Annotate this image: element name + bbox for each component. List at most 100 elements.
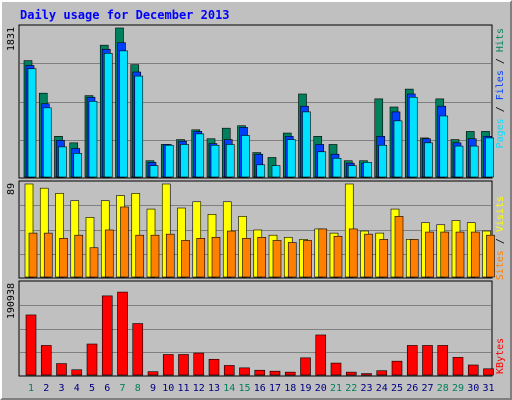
bar-kbytes (132, 323, 144, 376)
bar-kbytes (406, 345, 418, 376)
kbytes-max-label: 190938 (6, 283, 17, 319)
bar-kbytes (284, 371, 296, 376)
legend-part: Sites (495, 250, 506, 280)
bar-sites (379, 239, 389, 278)
legend-middle: Sites / Visits (495, 196, 506, 280)
day-label: 15 (238, 383, 250, 394)
bar-pages (408, 96, 418, 178)
bar-sites (486, 234, 495, 278)
legend-part: Visits (495, 196, 506, 232)
day-label: 30 (467, 383, 479, 394)
bar-kbytes (422, 345, 433, 376)
bar-pages (454, 145, 464, 178)
day-label: 25 (391, 383, 403, 394)
bar-sites (43, 232, 53, 278)
day-label: 19 (299, 383, 311, 394)
bar-pages (439, 115, 449, 178)
bar-pages (256, 164, 266, 178)
bar-kbytes (269, 370, 281, 376)
day-label: 6 (104, 383, 110, 394)
bar-pages (363, 162, 372, 178)
legend-part: / (495, 100, 506, 118)
bar-sites (150, 234, 160, 278)
day-label: 14 (223, 383, 235, 394)
legend-bottom: KBytes (495, 338, 506, 374)
legend-part: / (495, 232, 506, 250)
bar-kbytes (483, 368, 494, 376)
day-label: 22 (345, 383, 357, 394)
bar-kbytes (223, 365, 235, 376)
bar-pages (73, 153, 83, 178)
bar-kbytes (345, 371, 357, 376)
bar-sites (257, 236, 267, 278)
day-label: 31 (482, 383, 494, 394)
day-label: 8 (135, 383, 141, 394)
bar-sites (242, 238, 251, 278)
visits-max-label: 89 (6, 183, 17, 195)
bar-pages (119, 50, 128, 178)
bar-sites (440, 231, 450, 278)
day-label: 4 (74, 383, 80, 394)
bar-pages (134, 75, 144, 178)
bar-sites (89, 247, 99, 278)
bar-pages (469, 145, 479, 178)
bar-pages (485, 137, 494, 178)
bar-pages (393, 120, 403, 178)
bar-sites (318, 228, 328, 278)
day-label: 17 (269, 383, 281, 394)
bar-sites (287, 242, 297, 278)
bar-kbytes (178, 354, 189, 376)
bar-sites (333, 235, 343, 278)
bar-sites (394, 216, 404, 278)
bar-kbytes (361, 373, 372, 376)
bar-kbytes (254, 369, 266, 376)
bar-pages (88, 101, 98, 178)
bar-pages (103, 53, 113, 178)
legend-part: KBytes (495, 338, 506, 374)
bar-kbytes (437, 345, 449, 376)
bar-kbytes (117, 291, 128, 376)
day-label: 16 (254, 383, 266, 394)
bar-kbytes (315, 334, 327, 376)
day-label: 12 (193, 383, 205, 394)
bar-pages (164, 144, 174, 178)
legend-part: / (495, 52, 506, 70)
day-label: 10 (162, 383, 174, 394)
bar-pages (271, 165, 281, 178)
bar-kbytes (86, 343, 98, 376)
bar-kbytes (56, 363, 67, 376)
bar-pages (378, 144, 388, 178)
bar-sites (226, 230, 236, 278)
day-label: 23 (360, 383, 372, 394)
bar-pages (149, 165, 159, 178)
bar-kbytes (40, 345, 52, 376)
bar-sites (104, 229, 114, 278)
legend-part: Files (495, 70, 506, 100)
bar-kbytes (208, 358, 220, 376)
bar-kbytes (300, 357, 311, 376)
bar-sites (409, 239, 419, 278)
bar-pages (210, 144, 220, 178)
bar-pages (302, 111, 311, 178)
legend-top: Pages / Files / Hits (495, 28, 506, 148)
bar-sites (470, 231, 480, 278)
bar-sites (135, 234, 145, 278)
bar-sites (425, 231, 434, 278)
bar-kbytes (193, 352, 205, 376)
day-label: 21 (330, 383, 342, 394)
day-label: 13 (208, 383, 220, 394)
bar-sites (74, 234, 84, 278)
day-label: 9 (150, 383, 156, 394)
legend-part: Hits (495, 28, 506, 52)
bar-sites (211, 236, 221, 278)
bar-kbytes (101, 295, 113, 376)
day-label: 20 (315, 383, 327, 394)
bar-pages (286, 139, 296, 178)
bar-pages (241, 135, 250, 178)
bar-sites (303, 240, 312, 278)
bar-sites (455, 231, 465, 278)
bar-pages (424, 142, 433, 178)
day-label: 18 (284, 383, 296, 394)
bar-kbytes (467, 364, 479, 376)
